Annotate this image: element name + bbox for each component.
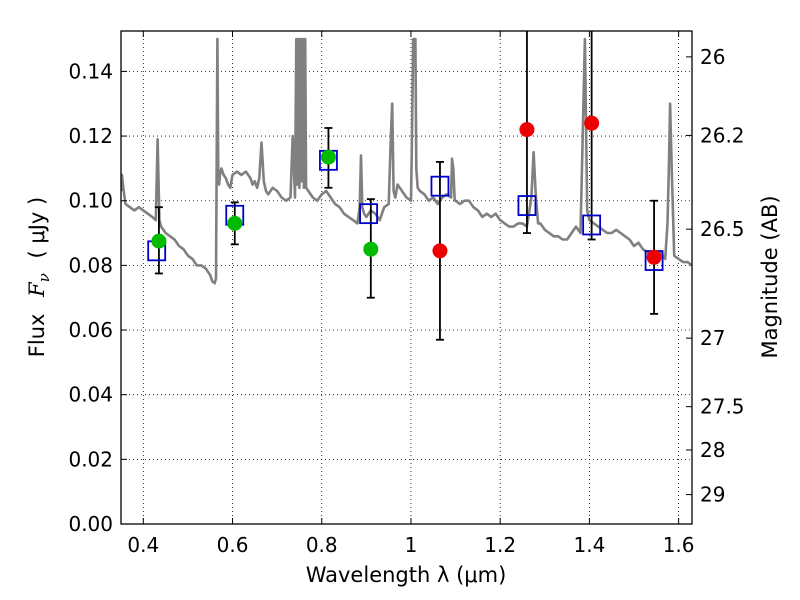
x-tick-label: 0.6 <box>217 533 249 557</box>
measurement-point <box>584 115 600 131</box>
y-tick-label: 0.06 <box>68 318 113 342</box>
plot-marks <box>121 31 692 341</box>
y-tick-label: 0.10 <box>68 189 113 213</box>
y-tick-label: 0.04 <box>68 383 113 407</box>
y-axis: 0.00 0.02 0.04 0.06 0.08 0.10 0.12 0.14 <box>68 59 127 536</box>
y-axis-label-pre: Flux <box>25 314 49 358</box>
y-axis-label: Flux Fν ( μJy ) <box>25 197 54 357</box>
y2-tick-label: 26 <box>700 45 725 69</box>
measurement-point <box>646 249 662 265</box>
x-tick-label: 0.4 <box>127 533 159 557</box>
model-band-square <box>582 214 602 236</box>
y-tick-label: 0.14 <box>68 59 113 83</box>
y2-tick-label: 26.2 <box>700 123 745 147</box>
model-band-square <box>517 195 537 216</box>
x-tick-label: 1.4 <box>573 533 605 557</box>
x-axis-label: Wavelength λ (μm) <box>306 563 507 587</box>
measurement-point <box>432 243 448 259</box>
y-axis-label-subscript: ν <box>35 273 53 282</box>
detection-point <box>227 215 243 231</box>
x-tick-label: 1.6 <box>663 533 695 557</box>
x-tick-label: 1 <box>405 533 418 557</box>
y2-axis: 26 26.2 26.5 27 27.5 28 29 <box>686 45 745 507</box>
y2-axis-label: Magnitude (AB) <box>758 195 782 358</box>
y2-tick-label: 28 <box>700 438 725 462</box>
y2-tick-label: 27.5 <box>700 395 745 419</box>
detection-point <box>151 233 167 249</box>
measurement-point <box>519 122 535 138</box>
model-band-square <box>359 203 378 225</box>
y-axis-label-post: ( μJy ) <box>25 197 49 259</box>
y-axis-label-symbol: F <box>25 281 49 298</box>
model-band-square <box>430 175 450 197</box>
y-tick-label: 0.08 <box>68 253 113 277</box>
x-tick-label: 1.2 <box>484 533 516 557</box>
y-tick-label: 0.00 <box>68 512 113 536</box>
y2-tick-label: 27 <box>700 326 725 350</box>
plot-area <box>121 31 692 341</box>
y-tick-label: 0.02 <box>68 447 113 471</box>
detection-point <box>320 149 336 165</box>
plot-frame <box>120 30 693 525</box>
grid <box>121 31 692 525</box>
detection-point <box>363 241 379 257</box>
y-tick-label: 0.12 <box>68 124 113 148</box>
y2-tick-label: 29 <box>700 483 725 507</box>
y2-tick-label: 26.5 <box>700 217 745 241</box>
model-spectrum-line <box>121 37 692 285</box>
x-tick-label: 0.8 <box>306 533 338 557</box>
x-axis: 0.4 0.6 0.8 1 1.2 1.4 1.6 <box>127 31 695 557</box>
